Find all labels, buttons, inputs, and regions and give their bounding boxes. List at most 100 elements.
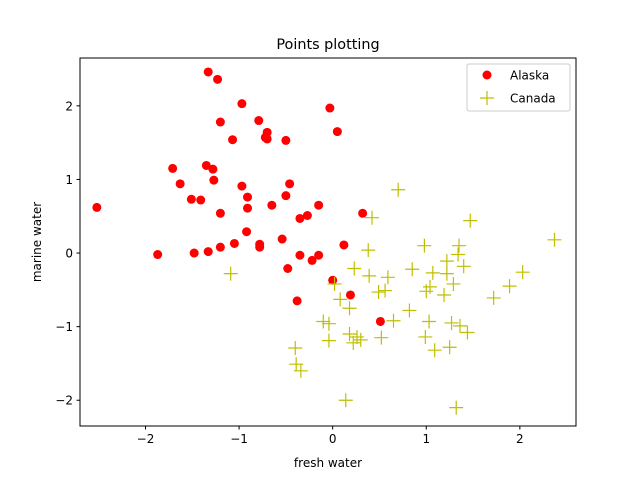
- x-tick-label: 1: [422, 432, 430, 446]
- legend-marker-alaska: [482, 70, 492, 80]
- alaska-point: [237, 99, 247, 109]
- alaska-point: [209, 175, 219, 185]
- y-tick-label: −2: [55, 394, 73, 408]
- legend-marker-canada: [480, 91, 494, 105]
- alaska-point: [254, 116, 264, 126]
- canada-point: [460, 325, 475, 340]
- alaska-point: [237, 181, 247, 191]
- canada-point: [321, 333, 336, 348]
- legend-label-alaska: Alaska: [510, 69, 549, 83]
- canada-point: [444, 315, 459, 330]
- canada-point: [452, 238, 467, 253]
- y-tick-label: 1: [65, 173, 73, 187]
- alaska-point: [285, 179, 295, 189]
- y-tick-label: 0: [65, 247, 73, 261]
- alaska-point: [314, 250, 324, 260]
- canada-point: [338, 393, 353, 408]
- canada-point: [402, 303, 417, 318]
- alaska-point: [339, 240, 349, 250]
- alaska-point: [215, 242, 225, 252]
- legend-box: [466, 63, 571, 112]
- alaska-point: [243, 203, 253, 213]
- canada-point: [439, 254, 454, 269]
- alaska-point: [302, 211, 312, 221]
- alaska-point: [314, 200, 324, 210]
- canada-point: [423, 279, 438, 294]
- canada-point: [451, 247, 466, 262]
- chart-title: Points plotting: [276, 37, 379, 53]
- alaska-point: [196, 195, 206, 205]
- x-tick-label: −1: [230, 432, 248, 446]
- canada-point: [446, 276, 461, 291]
- x-tick-label: −2: [137, 432, 155, 446]
- y-tick-label: −1: [55, 320, 73, 334]
- alaska-point: [228, 135, 238, 145]
- alaska-point: [215, 208, 225, 218]
- canada-point: [502, 279, 517, 294]
- alaska-point: [262, 134, 272, 144]
- canada-point: [386, 313, 401, 328]
- alaska-point: [208, 164, 218, 174]
- canada-point: [515, 265, 530, 280]
- canada-point: [223, 266, 238, 281]
- canada-point: [439, 266, 454, 281]
- canada-point: [449, 400, 464, 415]
- alaska-point: [255, 242, 265, 252]
- alaska-point: [358, 208, 368, 218]
- alaska-point: [243, 192, 253, 202]
- data-marks: [92, 67, 562, 415]
- alaska-point: [267, 200, 277, 210]
- canada-point: [425, 265, 440, 280]
- canada-point: [547, 232, 562, 247]
- canada-point: [371, 285, 386, 300]
- canada-point: [288, 340, 303, 355]
- canada-point: [342, 301, 357, 316]
- alaska-point: [332, 127, 342, 137]
- legend: Alaska Canada: [466, 63, 571, 112]
- x-tick-label: 2: [516, 432, 524, 446]
- canada-point: [293, 363, 308, 378]
- canada-point: [452, 318, 467, 333]
- canada-point: [405, 262, 420, 277]
- alaska-point: [281, 191, 291, 201]
- alaska-point: [283, 263, 293, 273]
- alaska-point: [325, 103, 335, 113]
- canada-point: [442, 340, 457, 355]
- alaska-point: [229, 238, 239, 248]
- alaska-point: [295, 213, 305, 223]
- canada-point: [347, 261, 362, 276]
- alaska-point: [242, 227, 252, 237]
- alaska-point: [277, 234, 287, 244]
- alaska-point: [213, 74, 223, 84]
- x-axis-label: fresh water: [294, 456, 362, 470]
- alaska-point: [345, 290, 355, 300]
- legend-entries: Alaska Canada: [480, 69, 556, 106]
- canada-point: [378, 283, 393, 298]
- alaska-point: [168, 163, 178, 173]
- canada-point: [316, 314, 331, 329]
- alaska-point: [215, 117, 225, 127]
- alaska-point: [292, 296, 302, 306]
- canada-point: [374, 330, 389, 345]
- canada-point: [427, 343, 442, 358]
- canada-point: [350, 329, 365, 344]
- canada-point: [437, 287, 452, 302]
- alaska-point: [186, 194, 196, 204]
- canada-point: [463, 213, 478, 228]
- y-axis-label: marine water: [30, 202, 44, 282]
- canada-point: [342, 327, 357, 341]
- alaska-point: [262, 127, 272, 137]
- alaska-point: [203, 247, 213, 257]
- y-axis-ticks: −2 −1 0 1 2: [55, 99, 80, 408]
- y-tick-label: 2: [65, 99, 73, 113]
- canada-point: [456, 259, 471, 274]
- alaska-point: [295, 250, 305, 260]
- alaska-point: [201, 160, 211, 170]
- canada-point: [362, 268, 377, 283]
- canada-point: [418, 329, 433, 344]
- alaska-point: [189, 248, 199, 258]
- alaska-point: [175, 179, 185, 189]
- alaska-point: [203, 67, 213, 77]
- canada-point: [346, 335, 361, 350]
